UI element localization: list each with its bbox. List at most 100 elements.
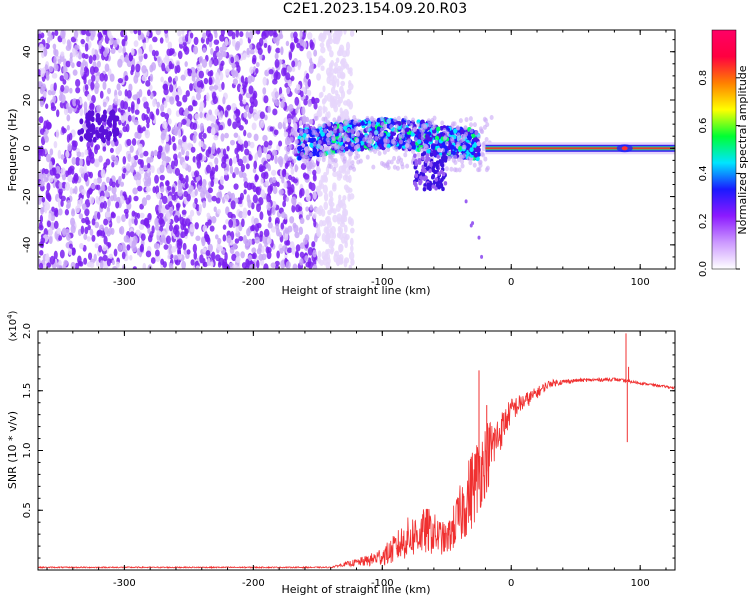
- noise-mark: [166, 185, 172, 191]
- noise-mark: [340, 213, 346, 222]
- noise-mark: [148, 84, 153, 91]
- noise-mark: [220, 60, 225, 67]
- echo-halo-mark: [430, 125, 435, 131]
- noise-mark: [313, 234, 318, 243]
- noise-mark: [129, 165, 135, 173]
- echo-tail-mark: [434, 186, 438, 191]
- noise-mark: [307, 78, 311, 88]
- noise-mark: [120, 195, 125, 205]
- noise-mark: [301, 106, 306, 116]
- noise-mark: [278, 140, 283, 147]
- noise-mark: [187, 165, 192, 173]
- noise-mark: [284, 232, 289, 242]
- noise-mark: [92, 136, 97, 143]
- echo-halo-mark: [328, 130, 333, 136]
- noise-mark: [110, 154, 116, 161]
- noise-mark: [323, 192, 329, 202]
- spectrogram-x-tick-label: -100: [371, 277, 394, 288]
- noise-mark: [118, 227, 123, 235]
- noise-mark: [276, 250, 280, 259]
- echo-halo-mark: [365, 115, 370, 121]
- echo-halo-mark: [456, 132, 461, 138]
- noise-mark: [100, 184, 106, 192]
- noise-mark: [348, 174, 352, 184]
- echo-halo-mark: [304, 136, 309, 142]
- noise-mark: [318, 55, 324, 64]
- noise-mark: [284, 227, 289, 234]
- noise-mark: [58, 191, 63, 200]
- noise-mark: [79, 158, 84, 167]
- echo-halo-mark: [294, 138, 299, 144]
- echo-halo-mark: [342, 136, 347, 142]
- noise-mark: [142, 164, 149, 171]
- noise-mark: [167, 118, 172, 125]
- noise-mark: [156, 192, 162, 200]
- noise-mark: [189, 83, 193, 92]
- noise-mark: [172, 254, 179, 261]
- echo-halo-mark: [423, 124, 428, 130]
- noise-mark: [308, 64, 314, 74]
- noise-mark: [327, 37, 334, 45]
- noise-mark: [58, 181, 63, 190]
- echo-halo-mark: [468, 160, 473, 166]
- noise-mark: [221, 81, 225, 91]
- noise-mark: [126, 138, 132, 146]
- noise-mark: [235, 109, 240, 118]
- noise-mark: [209, 170, 214, 177]
- noise-mark: [320, 91, 324, 98]
- noise-mark: [340, 71, 346, 78]
- noise-mark: [38, 43, 44, 51]
- noise-mark: [118, 119, 122, 126]
- noise-mark: [69, 87, 73, 94]
- noise-mark: [84, 84, 89, 91]
- noise-mark: [235, 226, 239, 234]
- carrier-bump-core: [621, 146, 628, 151]
- echo-mark: [458, 145, 463, 151]
- noise-mark: [140, 159, 144, 169]
- noise-mark: [56, 109, 60, 118]
- noise-mark: [198, 132, 203, 140]
- echo-halo-mark: [306, 147, 311, 153]
- echo-tail-mark: [421, 172, 426, 177]
- noise-mark: [223, 194, 230, 202]
- noise-mark: [107, 242, 112, 248]
- noise-mark: [58, 259, 62, 267]
- noise-mark: [121, 264, 126, 269]
- noise-mark: [60, 94, 66, 104]
- noise-mark: [258, 253, 264, 261]
- noise-mark: [199, 122, 204, 132]
- noise-mark: [349, 237, 354, 247]
- noise-mark: [103, 218, 109, 226]
- noise-mark: [79, 107, 84, 117]
- noise-mark: [181, 30, 185, 36]
- noise-mark: [339, 257, 344, 264]
- noise-mark: [180, 74, 186, 81]
- noise-mark: [277, 121, 283, 130]
- noise-mark: [279, 93, 285, 99]
- noise-mark: [161, 195, 168, 205]
- noise-mark: [52, 95, 57, 103]
- noise-mark: [334, 90, 339, 96]
- noise-mark: [110, 37, 114, 44]
- echo-halo-mark: [288, 144, 293, 150]
- noise-mark: [165, 235, 171, 245]
- noise-mark: [99, 72, 105, 82]
- echo-halo-mark: [427, 122, 432, 128]
- noise-mark: [89, 65, 96, 75]
- noise-mark: [205, 112, 210, 121]
- noise-mark: [337, 96, 343, 104]
- echo-halo-mark: [460, 163, 465, 169]
- noise-mark: [112, 120, 117, 127]
- noise-mark: [131, 210, 136, 217]
- noise-mark: [226, 145, 230, 152]
- noise-mark: [160, 104, 165, 113]
- echo-halo-mark: [463, 125, 468, 131]
- noise-mark: [96, 230, 101, 237]
- noise-mark: [182, 44, 188, 52]
- echo-halo-mark: [411, 127, 416, 133]
- noise-mark: [219, 124, 224, 131]
- noise-mark: [78, 213, 84, 220]
- noise-mark: [254, 174, 259, 181]
- noise-mark: [203, 77, 209, 85]
- noise-mark: [196, 160, 202, 169]
